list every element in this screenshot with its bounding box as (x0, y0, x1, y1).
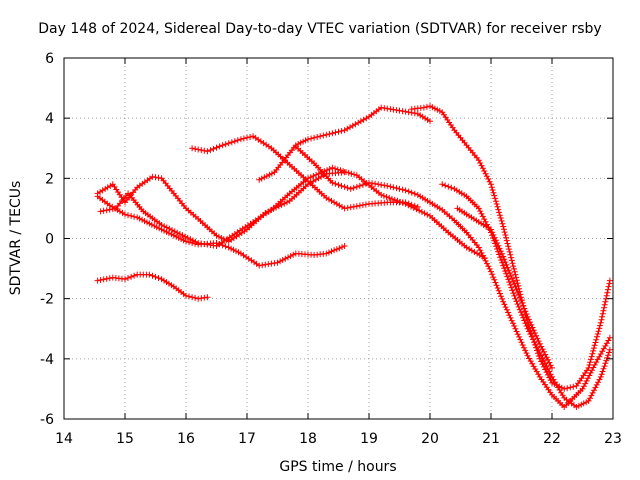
y-tick-label: 2 (45, 171, 54, 187)
y-axis-label: SDTVAR / TECUs (8, 181, 24, 296)
series-markers (94, 169, 348, 245)
y-tick-label: 4 (45, 111, 54, 127)
y-tick-label: 0 (45, 232, 54, 248)
chart-title: Day 148 of 2024, Sidereal Day-to-day VTE… (38, 21, 601, 37)
series-layer (94, 103, 613, 410)
x-tick-label: 22 (543, 431, 561, 447)
series-markers (94, 271, 211, 302)
x-tick-label: 17 (238, 431, 256, 447)
series-track-2 (94, 193, 348, 269)
series-markers (408, 103, 613, 392)
x-tick-labels: 14 15 16 17 18 19 20 21 22 23 (55, 431, 622, 447)
x-tick-label: 21 (482, 431, 500, 447)
y-tick-labels: -6 -4 -2 0 2 4 6 (40, 51, 54, 428)
series-markers (256, 104, 433, 183)
x-tick-label: 15 (116, 431, 134, 447)
series-markers (97, 164, 488, 262)
series-markers (454, 205, 555, 371)
x-tick-label: 20 (421, 431, 439, 447)
x-axis-label: GPS time / hours (279, 459, 396, 475)
series-track-6 (256, 104, 433, 183)
x-tick-label: 18 (299, 431, 317, 447)
tick-marks (63, 57, 614, 420)
x-tick-label: 16 (177, 431, 195, 447)
series-line (411, 105, 611, 390)
series-track-10 (454, 205, 555, 371)
y-tick-label: -2 (40, 292, 54, 308)
series-track-5 (189, 133, 421, 212)
y-tick-label: -4 (40, 352, 54, 368)
series-markers (292, 143, 613, 410)
series-track-3 (94, 169, 348, 245)
series-markers (189, 133, 421, 212)
series-track-9 (439, 181, 613, 410)
y-tick-label: 6 (45, 51, 54, 67)
y-tick-label: -6 (40, 412, 54, 428)
series-markers (94, 193, 348, 269)
grid (64, 58, 613, 419)
plot-frame (63, 57, 614, 420)
x-tick-label: 23 (604, 431, 622, 447)
x-tick-label: 19 (360, 431, 378, 447)
series-track-4 (97, 164, 488, 262)
series-track-8 (408, 103, 613, 392)
series-track-1 (94, 271, 211, 302)
x-tick-label: 14 (55, 431, 73, 447)
series-track-7 (292, 143, 613, 410)
